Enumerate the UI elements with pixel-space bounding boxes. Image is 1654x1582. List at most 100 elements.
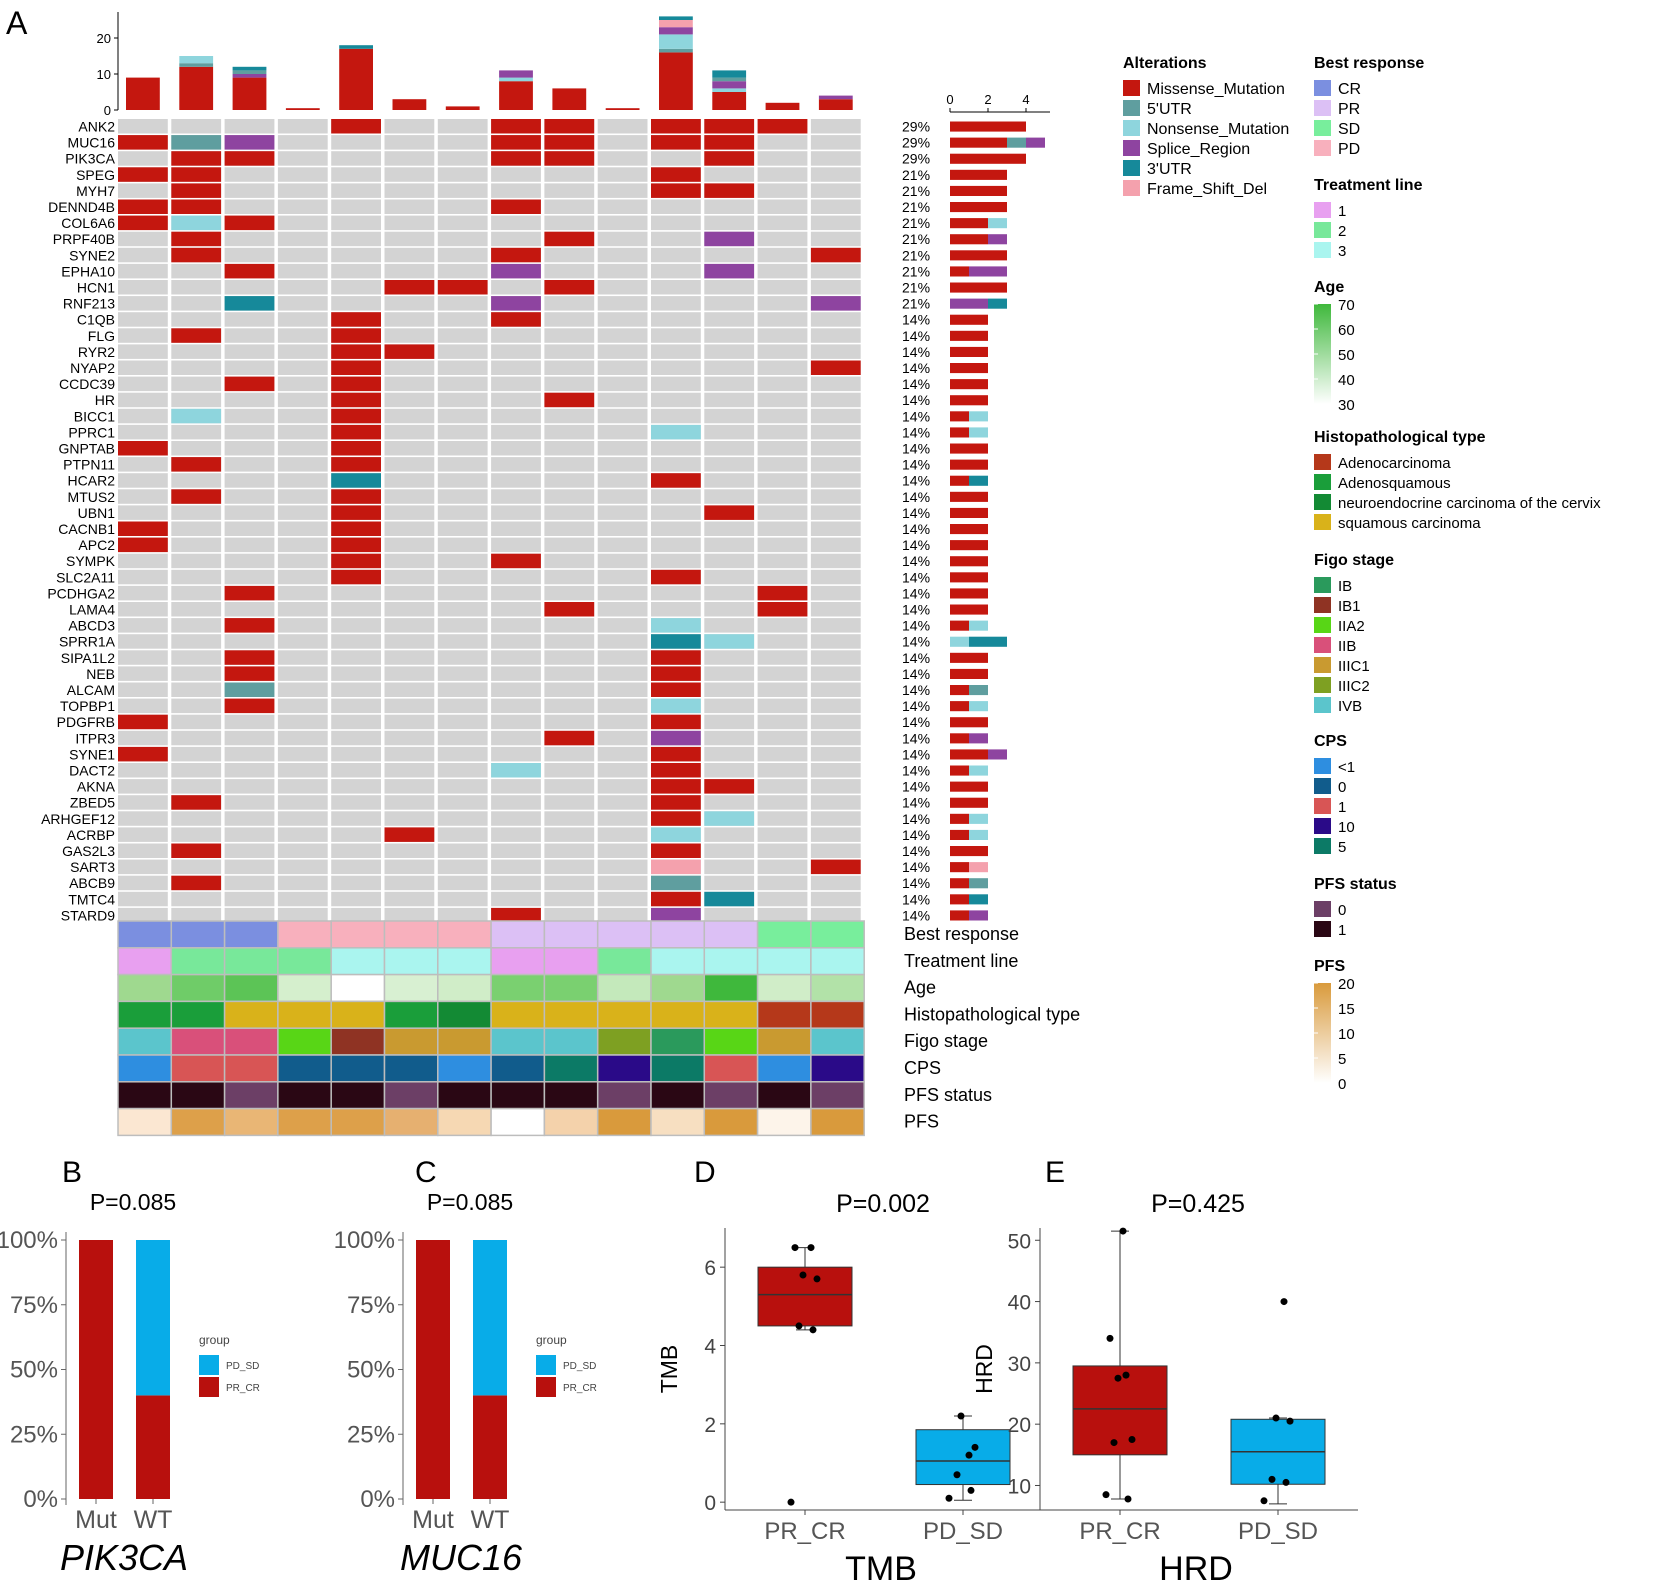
- oncoprint-cell: [118, 392, 168, 408]
- top-bar-segment: [712, 77, 747, 82]
- gene-label: ABCD3: [68, 618, 115, 634]
- figo-legend-swatch: [1314, 597, 1331, 613]
- oncoprint-cell: [651, 247, 701, 263]
- gene-label: GAS2L3: [62, 843, 115, 859]
- oncoprint-cell: [437, 328, 488, 343]
- annotation-cell: [277, 1000, 332, 1029]
- annotation-cell: [383, 1107, 439, 1137]
- gene-percent: 14%: [902, 795, 930, 811]
- oncoprint-cell: [118, 408, 168, 424]
- oncoprint-cell: [331, 280, 381, 295]
- oncoprint-cell: [224, 907, 275, 923]
- gene-percent: 14%: [902, 489, 930, 505]
- top-bar-segment: [552, 88, 587, 110]
- oncoprint-cell: [224, 231, 275, 247]
- oncoprint-cell: [384, 360, 435, 375]
- oncoprint-cell: [544, 376, 595, 392]
- oncoprint-cell: [118, 263, 168, 279]
- mutation-cell: [118, 537, 168, 553]
- panel-c-y-tick-label: 75%: [347, 1292, 395, 1319]
- oncoprint-cell: [544, 360, 595, 375]
- oncoprint-cell: [437, 247, 488, 263]
- gene-label: NYAP2: [70, 360, 115, 376]
- oncoprint-cell: [118, 473, 168, 488]
- oncoprint-cell: [597, 779, 648, 794]
- oncoprint-cell: [757, 569, 808, 585]
- gene-label: TMTC4: [68, 891, 115, 907]
- panel-d-y-tick-label: 6: [704, 1257, 716, 1280]
- mutation-cell: [171, 489, 222, 504]
- top-bar-segment: [712, 88, 747, 92]
- oncoprint-cell: [491, 827, 541, 842]
- oncoprint-cell: [171, 537, 222, 553]
- gene-percent: 14%: [902, 827, 930, 843]
- alterations-legend-swatch: [1123, 160, 1140, 176]
- oncoprint-cell: [810, 231, 861, 247]
- top-bar-segment: [818, 99, 853, 110]
- right-bar-segment: [969, 862, 988, 873]
- oncoprint-cell: [597, 296, 648, 311]
- best-response-legend-label: SD: [1338, 121, 1360, 138]
- gene-label: ITPR3: [75, 730, 115, 746]
- panel-d-data-point: [953, 1471, 961, 1479]
- oncoprint-cell: [224, 763, 275, 778]
- panel-b-bar-pr-cr: [79, 1240, 113, 1499]
- oncoprint-cell: [437, 473, 488, 488]
- panel-c-bar-pd-sd: [473, 1240, 507, 1396]
- best-response-legend-swatch: [1314, 120, 1331, 136]
- oncoprint-cell: [491, 746, 541, 762]
- mutation-cell: [651, 843, 701, 858]
- oncoprint-cell: [331, 247, 381, 263]
- panel-e-data-point: [1272, 1414, 1280, 1422]
- oncoprint-cell: [171, 360, 222, 375]
- mutation-cell: [331, 553, 381, 569]
- oncoprint-cell: [544, 763, 595, 778]
- oncoprint-cell: [597, 392, 648, 408]
- oncoprint-cell: [171, 714, 222, 730]
- mutation-cell: [331, 473, 381, 488]
- annotation-cell: [650, 1027, 706, 1056]
- oncoprint-cell: [277, 730, 328, 746]
- annotation-cell: [437, 1054, 492, 1083]
- oncoprint-cell: [491, 843, 541, 858]
- oncoprint-cell: [597, 215, 648, 231]
- oncoprint-cell: [384, 795, 435, 810]
- annotation-cell: [756, 1027, 812, 1056]
- oncoprint-cell: [277, 585, 328, 601]
- annotation-cell: [650, 973, 706, 1003]
- oncoprint-cell: [437, 505, 488, 520]
- mutation-cell: [171, 457, 222, 472]
- oncoprint-cell: [651, 585, 701, 601]
- pfs-status-legend-swatch: [1314, 921, 1331, 937]
- oncoprint-cell: [118, 376, 168, 392]
- panel-e-data-point: [1122, 1371, 1130, 1379]
- right-bar-segment: [950, 202, 1007, 213]
- oncoprint-cell: [171, 119, 222, 134]
- mutation-cell: [704, 779, 755, 794]
- annotation-cell: [223, 973, 279, 1003]
- panel-b-y-tick-label: 0%: [23, 1486, 58, 1513]
- oncoprint-cell: [171, 602, 222, 617]
- mutation-cell: [224, 151, 275, 166]
- oncoprint-cell: [331, 746, 381, 762]
- right-bar-segment: [950, 491, 988, 502]
- oncoprint-cell: [224, 457, 275, 472]
- annotation-track-label: PFS: [904, 1112, 939, 1132]
- annotation-cell: [596, 1107, 652, 1137]
- oncoprint-cell: [544, 521, 595, 536]
- oncoprint-cell: [757, 537, 808, 553]
- panel-e-data-point: [1268, 1475, 1276, 1483]
- annotation-cell: [437, 1027, 492, 1056]
- oncoprint-cell: [597, 634, 648, 649]
- mutation-cell: [651, 666, 701, 681]
- oncoprint-cell: [118, 875, 168, 891]
- annotation-cell: [756, 1107, 812, 1137]
- oncoprint-cell: [597, 698, 648, 714]
- panel-b-x-tick-label: Mut: [75, 1506, 117, 1534]
- oncoprint-cell: [277, 167, 328, 182]
- right-bar-segment: [950, 556, 988, 567]
- oncoprint-cell: [597, 602, 648, 617]
- oncoprint-cell: [118, 489, 168, 504]
- right-bar-segment: [950, 733, 969, 744]
- top-bar-segment: [499, 81, 533, 110]
